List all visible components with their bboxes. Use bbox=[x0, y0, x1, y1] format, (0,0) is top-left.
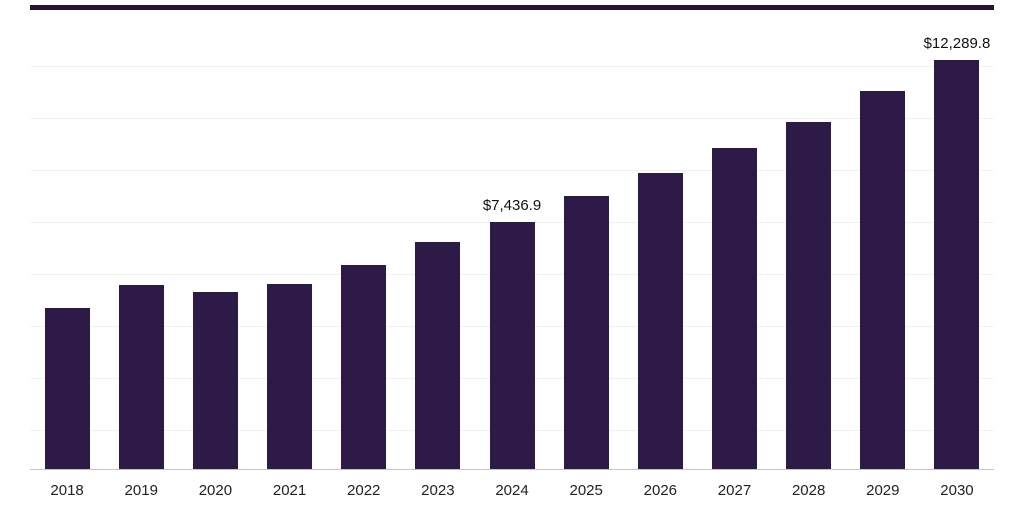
bar-column-2024: $7,436.9 bbox=[475, 10, 549, 470]
bar-column-2025 bbox=[549, 10, 623, 470]
x-axis-label-2026: 2026 bbox=[643, 482, 678, 499]
plot-area: $7,436.9 $12,289.8 bbox=[30, 10, 994, 470]
x-axis-label-2020: 2020 bbox=[198, 482, 233, 499]
x-axis-label-2028: 2028 bbox=[791, 482, 826, 499]
x-axis-label-2025: 2025 bbox=[569, 482, 603, 499]
bar-2029 bbox=[860, 91, 906, 470]
bar-value-label-2024: $7,436.9 bbox=[482, 197, 542, 215]
x-axis-labels: 2018 2019 2020 2021 2022 2023 2024 2025 2026 2027… bbox=[30, 474, 994, 499]
x-axis-line bbox=[30, 469, 994, 470]
x-axis-label-2027: 2027 bbox=[717, 482, 752, 499]
bar-column-2018 bbox=[30, 10, 104, 470]
x-axis-label-2021: 2021 bbox=[272, 482, 307, 499]
bar-2024 bbox=[489, 222, 535, 470]
bar-2025 bbox=[563, 196, 609, 470]
bar-column-2023 bbox=[401, 10, 475, 470]
bar-2021 bbox=[267, 284, 313, 470]
x-axis-label-2024: 2024 bbox=[495, 482, 529, 499]
bar-2018 bbox=[44, 307, 90, 470]
bar-column-2026 bbox=[623, 10, 697, 470]
bar-2028 bbox=[786, 122, 832, 470]
bar-2019 bbox=[118, 284, 164, 470]
bar-column-2020 bbox=[178, 10, 252, 470]
chart-top-border bbox=[30, 5, 994, 10]
bar-value-label-2030: $12,289.8 bbox=[923, 35, 991, 53]
bars-container: $7,436.9 $12,289.8 bbox=[30, 10, 994, 470]
bar-column-2030: $12,289.8 bbox=[920, 10, 994, 470]
x-axis-label-2018: 2018 bbox=[50, 482, 84, 499]
bar-2022 bbox=[341, 264, 387, 470]
x-axis-label-2023: 2023 bbox=[421, 482, 455, 499]
bar-column-2021 bbox=[252, 10, 326, 470]
bar-column-2029 bbox=[846, 10, 920, 470]
bar-column-2028 bbox=[772, 10, 846, 470]
x-axis-label-2030: 2030 bbox=[940, 482, 974, 499]
bar-column-2019 bbox=[104, 10, 178, 470]
x-axis-label-2029: 2029 bbox=[866, 482, 900, 499]
bar-2026 bbox=[637, 173, 683, 470]
bar-2027 bbox=[711, 148, 757, 470]
bar-column-2022 bbox=[327, 10, 401, 470]
x-axis-label-2019: 2019 bbox=[124, 482, 158, 499]
bar-2030 bbox=[934, 60, 980, 470]
bar-2023 bbox=[415, 241, 461, 470]
bar-column-2027 bbox=[697, 10, 771, 470]
x-axis-label-2022: 2022 bbox=[347, 482, 381, 499]
bar-2020 bbox=[192, 291, 238, 470]
